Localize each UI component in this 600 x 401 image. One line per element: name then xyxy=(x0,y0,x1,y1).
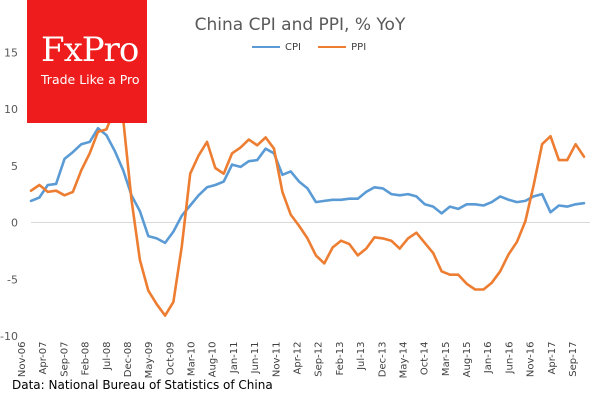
x-tick-label: Feb-13 xyxy=(335,342,346,376)
x-tick-label: Jan-11 xyxy=(229,342,240,375)
legend-swatch-cpi xyxy=(252,46,280,48)
legend-label-cpi: CPI xyxy=(285,42,301,53)
x-tick-label: Aug-15 xyxy=(462,342,473,378)
x-tick-label: Jun-11 xyxy=(250,342,261,375)
x-tick-label: Mar-15 xyxy=(441,342,452,377)
fxpro-logo: FxPro Trade Like a Pro xyxy=(27,0,147,123)
series-line-cpi xyxy=(29,127,586,245)
x-tick-label: Nov-11 xyxy=(271,342,282,378)
x-tick-label: Jan-16 xyxy=(483,342,494,375)
x-tick-label: Mar-10 xyxy=(187,342,198,377)
legend: CPI PPI xyxy=(252,42,380,53)
x-tick-label: Feb-08 xyxy=(81,342,92,376)
y-tick-label: 0 xyxy=(11,217,18,230)
y-tick-label: 15 xyxy=(4,46,18,59)
x-tick-label: Oct-14 xyxy=(420,342,431,376)
x-tick-label: Apr-07 xyxy=(38,342,49,375)
x-tick-label: Apr-12 xyxy=(293,342,304,375)
x-tick-label: Jun-16 xyxy=(504,342,515,375)
x-tick-label: Jul-08 xyxy=(102,342,113,371)
legend-item-ppi: PPI xyxy=(318,42,366,53)
x-tick-label: May-09 xyxy=(144,342,155,379)
logo-name: FxPro xyxy=(41,30,139,70)
y-tick-label: -10 xyxy=(0,330,18,343)
x-tick-label: Sep-17 xyxy=(568,342,579,377)
legend-label-ppi: PPI xyxy=(351,42,367,53)
x-tick-label: Sep-12 xyxy=(314,342,325,377)
series-layer xyxy=(29,107,586,317)
x-tick-label: Nov-06 xyxy=(17,342,28,378)
x-tick-label: Jul-13 xyxy=(356,342,367,371)
y-axis: 15 10 5 0 -5 -10 xyxy=(0,46,18,343)
x-tick-label: Dec-13 xyxy=(377,342,388,378)
x-tick-label: May-14 xyxy=(398,342,409,379)
y-tick-label: 10 xyxy=(4,103,18,116)
logo-tagline: Trade Like a Pro xyxy=(41,72,140,87)
y-tick-label: 5 xyxy=(11,160,18,173)
series-line-ppi xyxy=(29,107,586,317)
x-tick-label: Sep-07 xyxy=(59,342,70,377)
source-note: Data: National Bureau of Statistics of C… xyxy=(12,378,273,392)
x-tick-label: Nov-16 xyxy=(526,342,537,378)
y-tick-label: -5 xyxy=(7,273,18,286)
x-tick-label: Aug-10 xyxy=(208,342,219,378)
x-tick-label: Dec-08 xyxy=(123,342,134,378)
chart-title: China CPI and PPI, % YoY xyxy=(194,15,406,35)
x-tick-label: Oct-09 xyxy=(165,342,176,376)
legend-swatch-ppi xyxy=(318,46,347,48)
legend-item-cpi: CPI xyxy=(252,42,301,53)
x-axis: Nov-06 Apr-07 Sep-07 Feb-08 Jul-08 Dec-08 May-… xyxy=(17,222,590,379)
x-tick-label: Apr-17 xyxy=(547,342,558,375)
